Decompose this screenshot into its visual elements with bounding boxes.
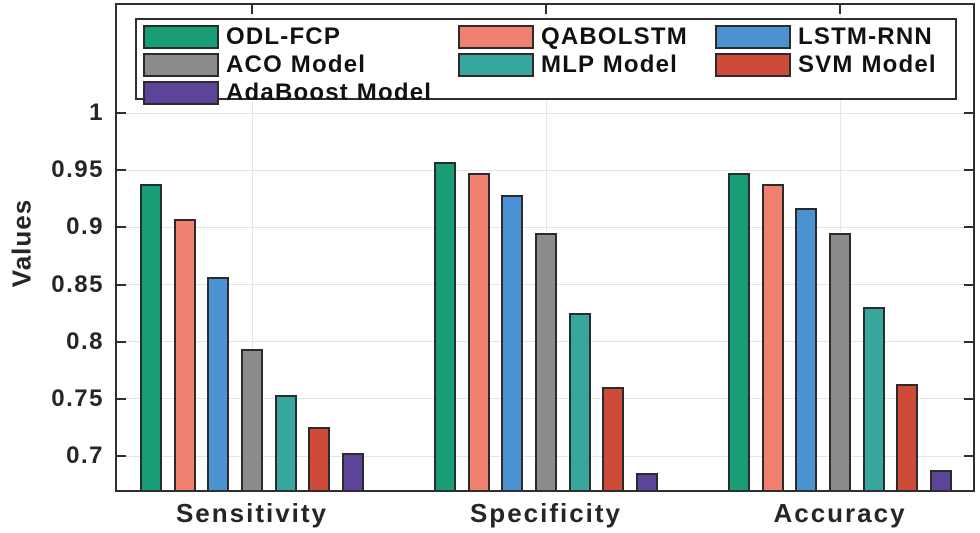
y-tick-left (117, 112, 126, 115)
legend-label: QABOLSTM (541, 23, 688, 50)
bar-qabolstm-sensitivity (173, 219, 196, 490)
y-tick-right (964, 455, 973, 458)
bar-aco-model-specificity (535, 233, 557, 490)
y-tick-right (964, 283, 973, 286)
x-category-label: Sensitivity (175, 498, 329, 528)
x-category-label: Specificity (469, 498, 623, 528)
legend-label: MLP Model (541, 51, 679, 78)
x-tick-top (251, 5, 253, 14)
y-tick-label: 1 (89, 99, 104, 127)
y-tick-left (117, 169, 126, 172)
legend-item-qabolstm: QABOLSTM (458, 23, 688, 50)
bar-svm-model-sensitivity (308, 427, 331, 490)
bar-adaboost-model-sensitivity (342, 452, 364, 490)
y-tick-right (964, 226, 973, 229)
y-gridline (117, 112, 973, 114)
legend-label: ODL-FCP (226, 23, 342, 50)
x-category-label: Accuracy (773, 498, 907, 528)
y-tick-label: 0.95 (51, 156, 104, 184)
bar-mlp-model-specificity (568, 313, 591, 490)
y-tick-left (117, 226, 126, 229)
legend-item-adaboost-model: AdaBoost Model (143, 79, 433, 106)
y-tick-label: 0.9 (66, 213, 104, 241)
legend-item-mlp-model: MLP Model (458, 51, 679, 78)
y-tick-right (964, 169, 973, 172)
bar-mlp-model-accuracy (862, 307, 885, 490)
bar-svm-model-accuracy (896, 384, 919, 490)
bar-aco-model-accuracy (829, 233, 851, 490)
y-tick-right (964, 112, 973, 115)
bar-odl-fcp-accuracy (727, 172, 750, 490)
legend-item-lstm-rnn: LSTM-RNN (715, 23, 933, 50)
y-gridline (117, 169, 973, 171)
x-tick-top (545, 5, 547, 14)
bar-adaboost-model-accuracy (930, 469, 952, 490)
legend-swatch (715, 53, 791, 77)
x-tick-top (839, 5, 841, 14)
legend-label: SVM Model (798, 51, 937, 78)
y-tick-right (964, 397, 973, 400)
bar-aco-model-sensitivity (241, 348, 263, 490)
legend-swatch (715, 25, 791, 49)
bar-odl-fcp-specificity (433, 162, 456, 490)
legend-label: ACO Model (226, 51, 367, 78)
legend-swatch (143, 53, 219, 77)
bar-odl-fcp-sensitivity (139, 183, 162, 490)
y-tick-right (964, 340, 973, 343)
y-tick-left (117, 397, 126, 400)
bar-mlp-model-sensitivity (274, 395, 297, 490)
bar-lstm-rnn-accuracy (795, 207, 818, 490)
legend-label: AdaBoost Model (226, 79, 433, 106)
bar-qabolstm-specificity (467, 172, 490, 490)
legend-swatch (458, 53, 534, 77)
bar-adaboost-model-specificity (636, 473, 658, 490)
y-tick-left (117, 283, 126, 286)
bar-lstm-rnn-sensitivity (207, 276, 230, 490)
legend-swatch (458, 25, 534, 49)
y-tick-label: 0.7 (66, 442, 104, 470)
y-tick-left (117, 455, 126, 458)
bar-qabolstm-accuracy (761, 183, 784, 490)
legend-item-svm-model: SVM Model (715, 51, 937, 78)
y-tick-label: 0.85 (51, 270, 104, 298)
bar-svm-model-specificity (602, 387, 625, 490)
x-gridline (251, 5, 253, 490)
legend-swatch (143, 81, 219, 105)
y-tick-left (117, 340, 126, 343)
bar-lstm-rnn-specificity (501, 195, 524, 490)
legend-item-odl-fcp: ODL-FCP (143, 23, 342, 50)
legend-item-aco-model: ACO Model (143, 51, 367, 78)
legend-label: LSTM-RNN (798, 23, 933, 50)
y-tick-label: 0.8 (66, 327, 104, 355)
legend-swatch (143, 25, 219, 49)
y-gridline (117, 226, 973, 228)
legend: ODL-FCP QABOLSTM LSTM-RNN ACO Model MLP Mode… (135, 18, 957, 106)
y-tick-label: 0.75 (51, 384, 104, 412)
